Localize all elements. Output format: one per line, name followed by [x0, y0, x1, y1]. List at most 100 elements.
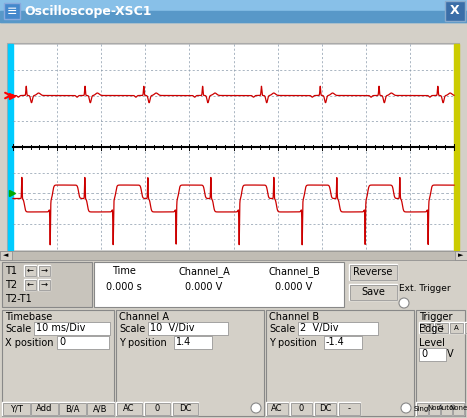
Text: T2: T2 [5, 280, 17, 290]
Bar [267, 403, 288, 415]
Bar [58, 402, 86, 415]
Bar [145, 403, 170, 415]
Bar [4, 3, 20, 19]
Text: ←: ← [27, 266, 34, 275]
Text: Oscilloscope-XSC1: Oscilloscope-XSC1 [24, 5, 151, 18]
Bar [315, 403, 336, 415]
Text: ←: ← [27, 280, 34, 289]
Bar [338, 402, 360, 415]
Bar [416, 402, 428, 415]
Bar [13, 44, 454, 250]
Bar [428, 402, 440, 415]
Text: Timebase: Timebase [5, 312, 52, 322]
Text: Channel_B: Channel_B [268, 266, 320, 277]
Text: 0.000 s: 0.000 s [106, 282, 142, 292]
Bar [0, 0, 467, 11]
Bar [290, 402, 312, 415]
Bar [419, 348, 446, 361]
Text: Scale: Scale [269, 324, 295, 334]
Bar [324, 336, 362, 349]
Bar [465, 323, 467, 333]
Bar [116, 310, 264, 416]
Text: 10  V/Div: 10 V/Div [150, 323, 194, 333]
Bar [0, 261, 467, 418]
Bar [453, 403, 464, 415]
Circle shape [251, 403, 261, 413]
Bar [174, 336, 212, 349]
Bar [34, 322, 110, 335]
Bar [24, 265, 36, 276]
Text: Auto: Auto [438, 405, 454, 411]
Text: 0.000 V: 0.000 V [185, 282, 223, 292]
Text: A/B: A/B [93, 404, 107, 413]
Text: V: V [447, 349, 453, 359]
Bar [314, 402, 336, 415]
Text: 0.000 V: 0.000 V [276, 282, 312, 292]
Text: Y position: Y position [269, 338, 317, 348]
Bar [455, 251, 467, 260]
Bar [31, 403, 58, 415]
Text: DC: DC [179, 404, 191, 413]
Text: AC: AC [271, 404, 283, 413]
Bar [38, 279, 50, 290]
Bar [450, 323, 463, 333]
Bar [57, 336, 109, 349]
Bar [8, 44, 13, 250]
Text: T2-T1: T2-T1 [5, 294, 32, 304]
Text: B/A: B/A [65, 404, 79, 413]
Text: X: X [450, 5, 460, 18]
Bar [144, 402, 170, 415]
Bar [339, 403, 360, 415]
Text: →: → [41, 266, 48, 275]
Text: Reverse: Reverse [354, 267, 393, 277]
Bar [0, 0, 467, 22]
Text: Channel B: Channel B [269, 312, 319, 322]
Text: Scale: Scale [119, 324, 145, 334]
Text: ≡: ≡ [7, 5, 17, 18]
Text: Scale: Scale [5, 324, 31, 334]
Bar [266, 310, 414, 416]
Text: 0: 0 [298, 404, 304, 413]
Text: Add: Add [36, 404, 52, 413]
Bar [454, 44, 459, 250]
Bar [419, 322, 433, 333]
Bar [291, 403, 312, 415]
Bar [116, 402, 142, 415]
Bar [24, 279, 36, 290]
Bar [420, 323, 433, 333]
Text: Level: Level [419, 338, 445, 348]
Text: 10 ms/Div: 10 ms/Div [36, 323, 85, 333]
Bar [417, 403, 428, 415]
Text: ◄: ◄ [3, 252, 9, 258]
Text: Sing.: Sing. [413, 405, 431, 411]
Circle shape [399, 298, 409, 308]
Text: DC: DC [319, 404, 331, 413]
Bar [434, 322, 448, 333]
Text: 2  V/Div: 2 V/Div [300, 323, 339, 333]
Text: ►: ► [458, 252, 464, 258]
Text: Save: Save [361, 287, 385, 297]
Text: Edge: Edge [419, 324, 443, 334]
Bar [452, 402, 464, 415]
Text: →: → [41, 280, 48, 289]
Bar [117, 403, 142, 415]
Text: Time: Time [112, 266, 136, 276]
Bar [429, 403, 440, 415]
Text: None: None [449, 405, 467, 411]
Text: Channel_A: Channel_A [178, 266, 230, 277]
Bar [87, 403, 114, 415]
Bar [449, 322, 463, 333]
Bar [464, 322, 467, 333]
Text: Y position: Y position [119, 338, 167, 348]
Text: Trigger: Trigger [419, 312, 453, 322]
Bar [416, 310, 465, 416]
Bar [349, 284, 397, 300]
Text: Channel A: Channel A [119, 312, 169, 322]
Text: -1.4: -1.4 [326, 337, 345, 347]
Bar [2, 262, 92, 307]
Bar [172, 402, 198, 415]
Bar [441, 403, 452, 415]
Text: A: A [453, 324, 459, 331]
Text: 0: 0 [421, 349, 427, 359]
Bar [350, 285, 397, 300]
